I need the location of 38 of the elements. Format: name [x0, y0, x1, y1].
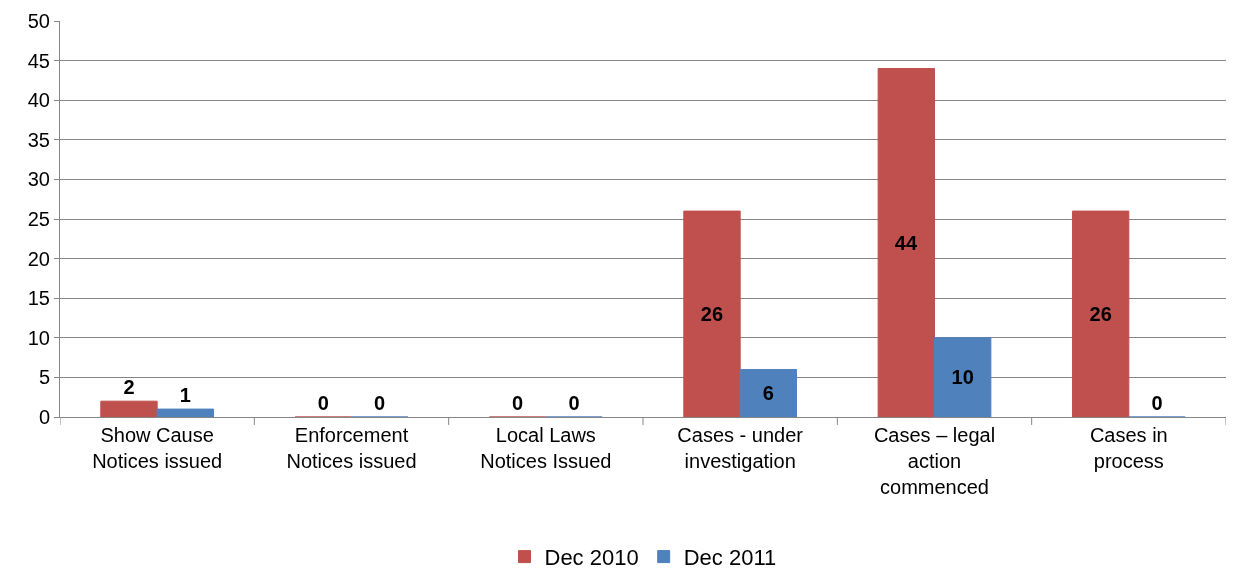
x-tick-label: Enforcement Notices issued — [286, 424, 417, 472]
y-tick-label: 15 — [27, 287, 50, 310]
bar — [1071, 210, 1130, 417]
data-label: 26 — [1089, 303, 1112, 326]
legend-label: Dec 2010 — [544, 545, 639, 571]
x-tick-label: Show Cause Notices issued — [92, 424, 223, 472]
bar — [100, 400, 158, 417]
y-tick-label: 25 — [27, 208, 50, 230]
bar — [739, 368, 798, 417]
x-tick-label: Cases – legal action commenced — [873, 424, 996, 498]
y-tick-label: 50 — [27, 10, 50, 32]
data-label: 6 — [762, 382, 774, 405]
data-label: 0 — [1151, 392, 1163, 414]
x-tick-label: Cases in process — [1089, 424, 1168, 472]
x-tick-label: Local Laws Notices Issued — [480, 424, 612, 472]
data-label: 26 — [700, 303, 724, 326]
bar — [156, 408, 215, 417]
y-tick-label: 20 — [27, 247, 50, 270]
y-tick-label: 5 — [38, 366, 50, 389]
y-tick-label: 45 — [27, 49, 50, 72]
data-label: 0 — [317, 392, 329, 414]
data-label: 0 — [374, 392, 386, 414]
data-label: 10 — [951, 366, 974, 389]
bar — [683, 210, 741, 417]
data-label: 0 — [568, 392, 580, 414]
bar — [877, 68, 935, 417]
y-tick-label: 30 — [27, 168, 50, 191]
y-tick-label: 10 — [27, 326, 50, 349]
data-label: 44 — [894, 231, 918, 254]
y-tick-label: 0 — [38, 406, 50, 428]
y-tick-label: 35 — [27, 128, 50, 151]
y-tick-label: 40 — [27, 89, 50, 112]
data-label: 0 — [512, 392, 524, 414]
data-label: 2 — [123, 376, 135, 399]
x-tick-label: Cases - under investigation — [677, 424, 804, 472]
data-label: 1 — [179, 384, 191, 407]
legend-label: Dec 2011 — [683, 545, 777, 571]
bar — [934, 337, 992, 417]
